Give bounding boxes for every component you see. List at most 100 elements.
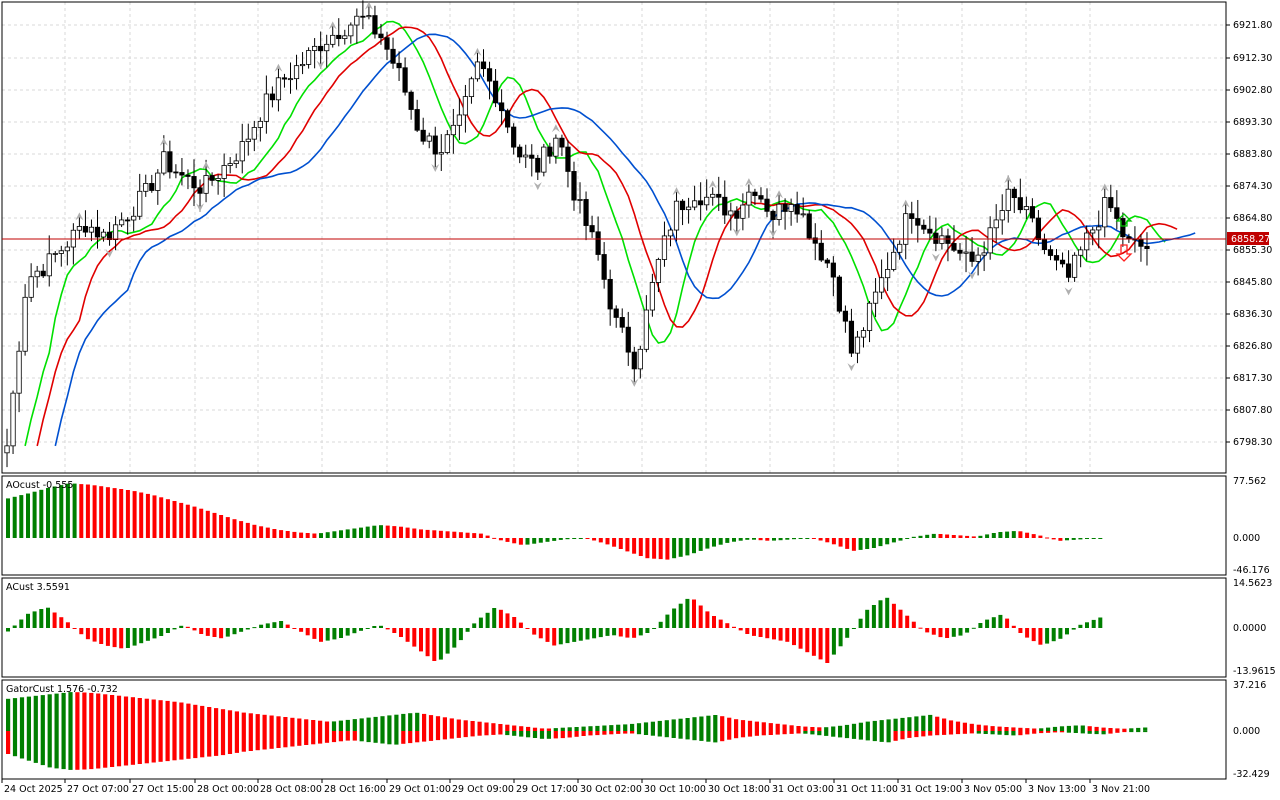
ao-bar <box>665 538 670 560</box>
candle-body <box>505 110 511 128</box>
ao-bar <box>752 538 756 540</box>
ac-bar <box>452 628 457 648</box>
gator-upper-bar <box>123 696 129 731</box>
ac-pane-frame <box>1 577 1227 678</box>
ac-bar <box>958 628 963 636</box>
gator-upper-bar <box>428 715 434 731</box>
ao-bar <box>871 538 876 548</box>
candle-body <box>752 191 758 196</box>
ac-bar <box>379 625 383 628</box>
candle-body <box>1029 206 1035 219</box>
gator-upper-bar <box>311 720 316 731</box>
candle-body <box>1065 263 1072 278</box>
gator-lower-bar <box>130 731 135 765</box>
candle-body <box>589 225 595 233</box>
ao-pane-frame <box>1 475 1227 576</box>
ao-bar <box>851 538 856 551</box>
ao-bar <box>425 529 430 538</box>
ac-bar <box>672 608 677 628</box>
ac-bar <box>92 628 97 642</box>
gator-lower-bar <box>193 731 198 759</box>
candle-body <box>854 336 861 354</box>
gator-upper-bar <box>96 693 101 731</box>
ao-bar <box>592 538 597 541</box>
gator-upper-bar <box>1087 726 1092 731</box>
ao-bar <box>492 537 497 539</box>
gator-lower-bar <box>1066 731 1071 733</box>
gator-lower-bar <box>1094 731 1099 735</box>
gator-upper-bar <box>1101 727 1106 731</box>
candle-body <box>921 224 927 230</box>
ao-bar <box>938 534 943 538</box>
candle-body <box>197 187 203 194</box>
ac-bar <box>425 628 430 657</box>
ac-bar <box>252 627 257 629</box>
ao-bar <box>1011 531 1016 538</box>
ac-bar <box>538 628 543 639</box>
ao-bar <box>365 526 370 538</box>
candle-body <box>209 175 215 181</box>
candle-body <box>257 120 263 128</box>
gator-upper-bar <box>484 722 489 731</box>
gator-upper-bar <box>574 727 579 731</box>
candle-body <box>456 114 462 126</box>
gator-lower-bar <box>727 731 732 740</box>
candle-body <box>1078 249 1084 256</box>
gator-upper-bar <box>761 722 766 731</box>
ao-bar <box>199 508 204 538</box>
candle-body <box>625 326 631 353</box>
gator-upper-bar <box>158 700 163 731</box>
ac-bar <box>352 628 357 634</box>
ac-bar <box>871 605 876 628</box>
gator-lower-bar <box>12 731 18 757</box>
candle-body <box>1144 245 1150 250</box>
ao-bar <box>985 534 990 538</box>
gator-axis-zero: 0.000 <box>1233 726 1260 737</box>
ao-bar <box>32 491 37 538</box>
gator-lower-bar <box>352 731 357 741</box>
gator-upper-bar <box>955 721 961 731</box>
candle-body <box>710 193 716 198</box>
candle-body <box>559 137 565 148</box>
ao-bar <box>598 538 603 543</box>
candle-body <box>734 210 740 219</box>
gator-lower-bar <box>1143 731 1148 733</box>
ao-bar <box>1078 538 1083 540</box>
alligator-teeth-line <box>36 26 1178 447</box>
gator-upper-bar <box>907 717 912 731</box>
ac-bar <box>72 628 77 629</box>
ac-bar <box>951 628 956 637</box>
candle-body <box>818 242 824 261</box>
ao-bar <box>672 538 677 559</box>
candle-body <box>293 65 300 80</box>
ac-axis-max: 14.5623 <box>1233 578 1272 589</box>
gator-upper-bar <box>789 725 794 731</box>
gator-lower-bar <box>359 731 364 742</box>
candle-body <box>1017 197 1023 211</box>
candle-body <box>366 15 372 18</box>
time-tick-label: 31 Oct 03:00 <box>772 784 834 795</box>
gator-upper-bar <box>990 726 995 731</box>
candle-body <box>993 219 999 229</box>
ac-bar <box>139 628 144 644</box>
ac-bar <box>512 617 517 628</box>
ac-bar <box>765 628 770 639</box>
candle-body <box>553 137 559 157</box>
buy-arrow-icon <box>1115 213 1133 227</box>
gator-upper-bar <box>456 719 461 731</box>
gator-lower-bar <box>1087 731 1092 734</box>
gator-lower-bar <box>574 731 579 737</box>
ac-bar <box>725 623 730 628</box>
ao-bar <box>831 538 836 545</box>
fractal-down-icon <box>533 182 542 191</box>
ao-bar <box>105 487 110 538</box>
candle-body <box>698 200 704 206</box>
ac-bar <box>752 628 756 636</box>
candle-body <box>137 190 143 217</box>
gator-upper-bar <box>331 721 337 731</box>
gator-lower-bar <box>747 731 753 737</box>
candle-body <box>46 253 52 277</box>
ao-bar <box>59 485 64 538</box>
ao-bar <box>6 498 10 538</box>
